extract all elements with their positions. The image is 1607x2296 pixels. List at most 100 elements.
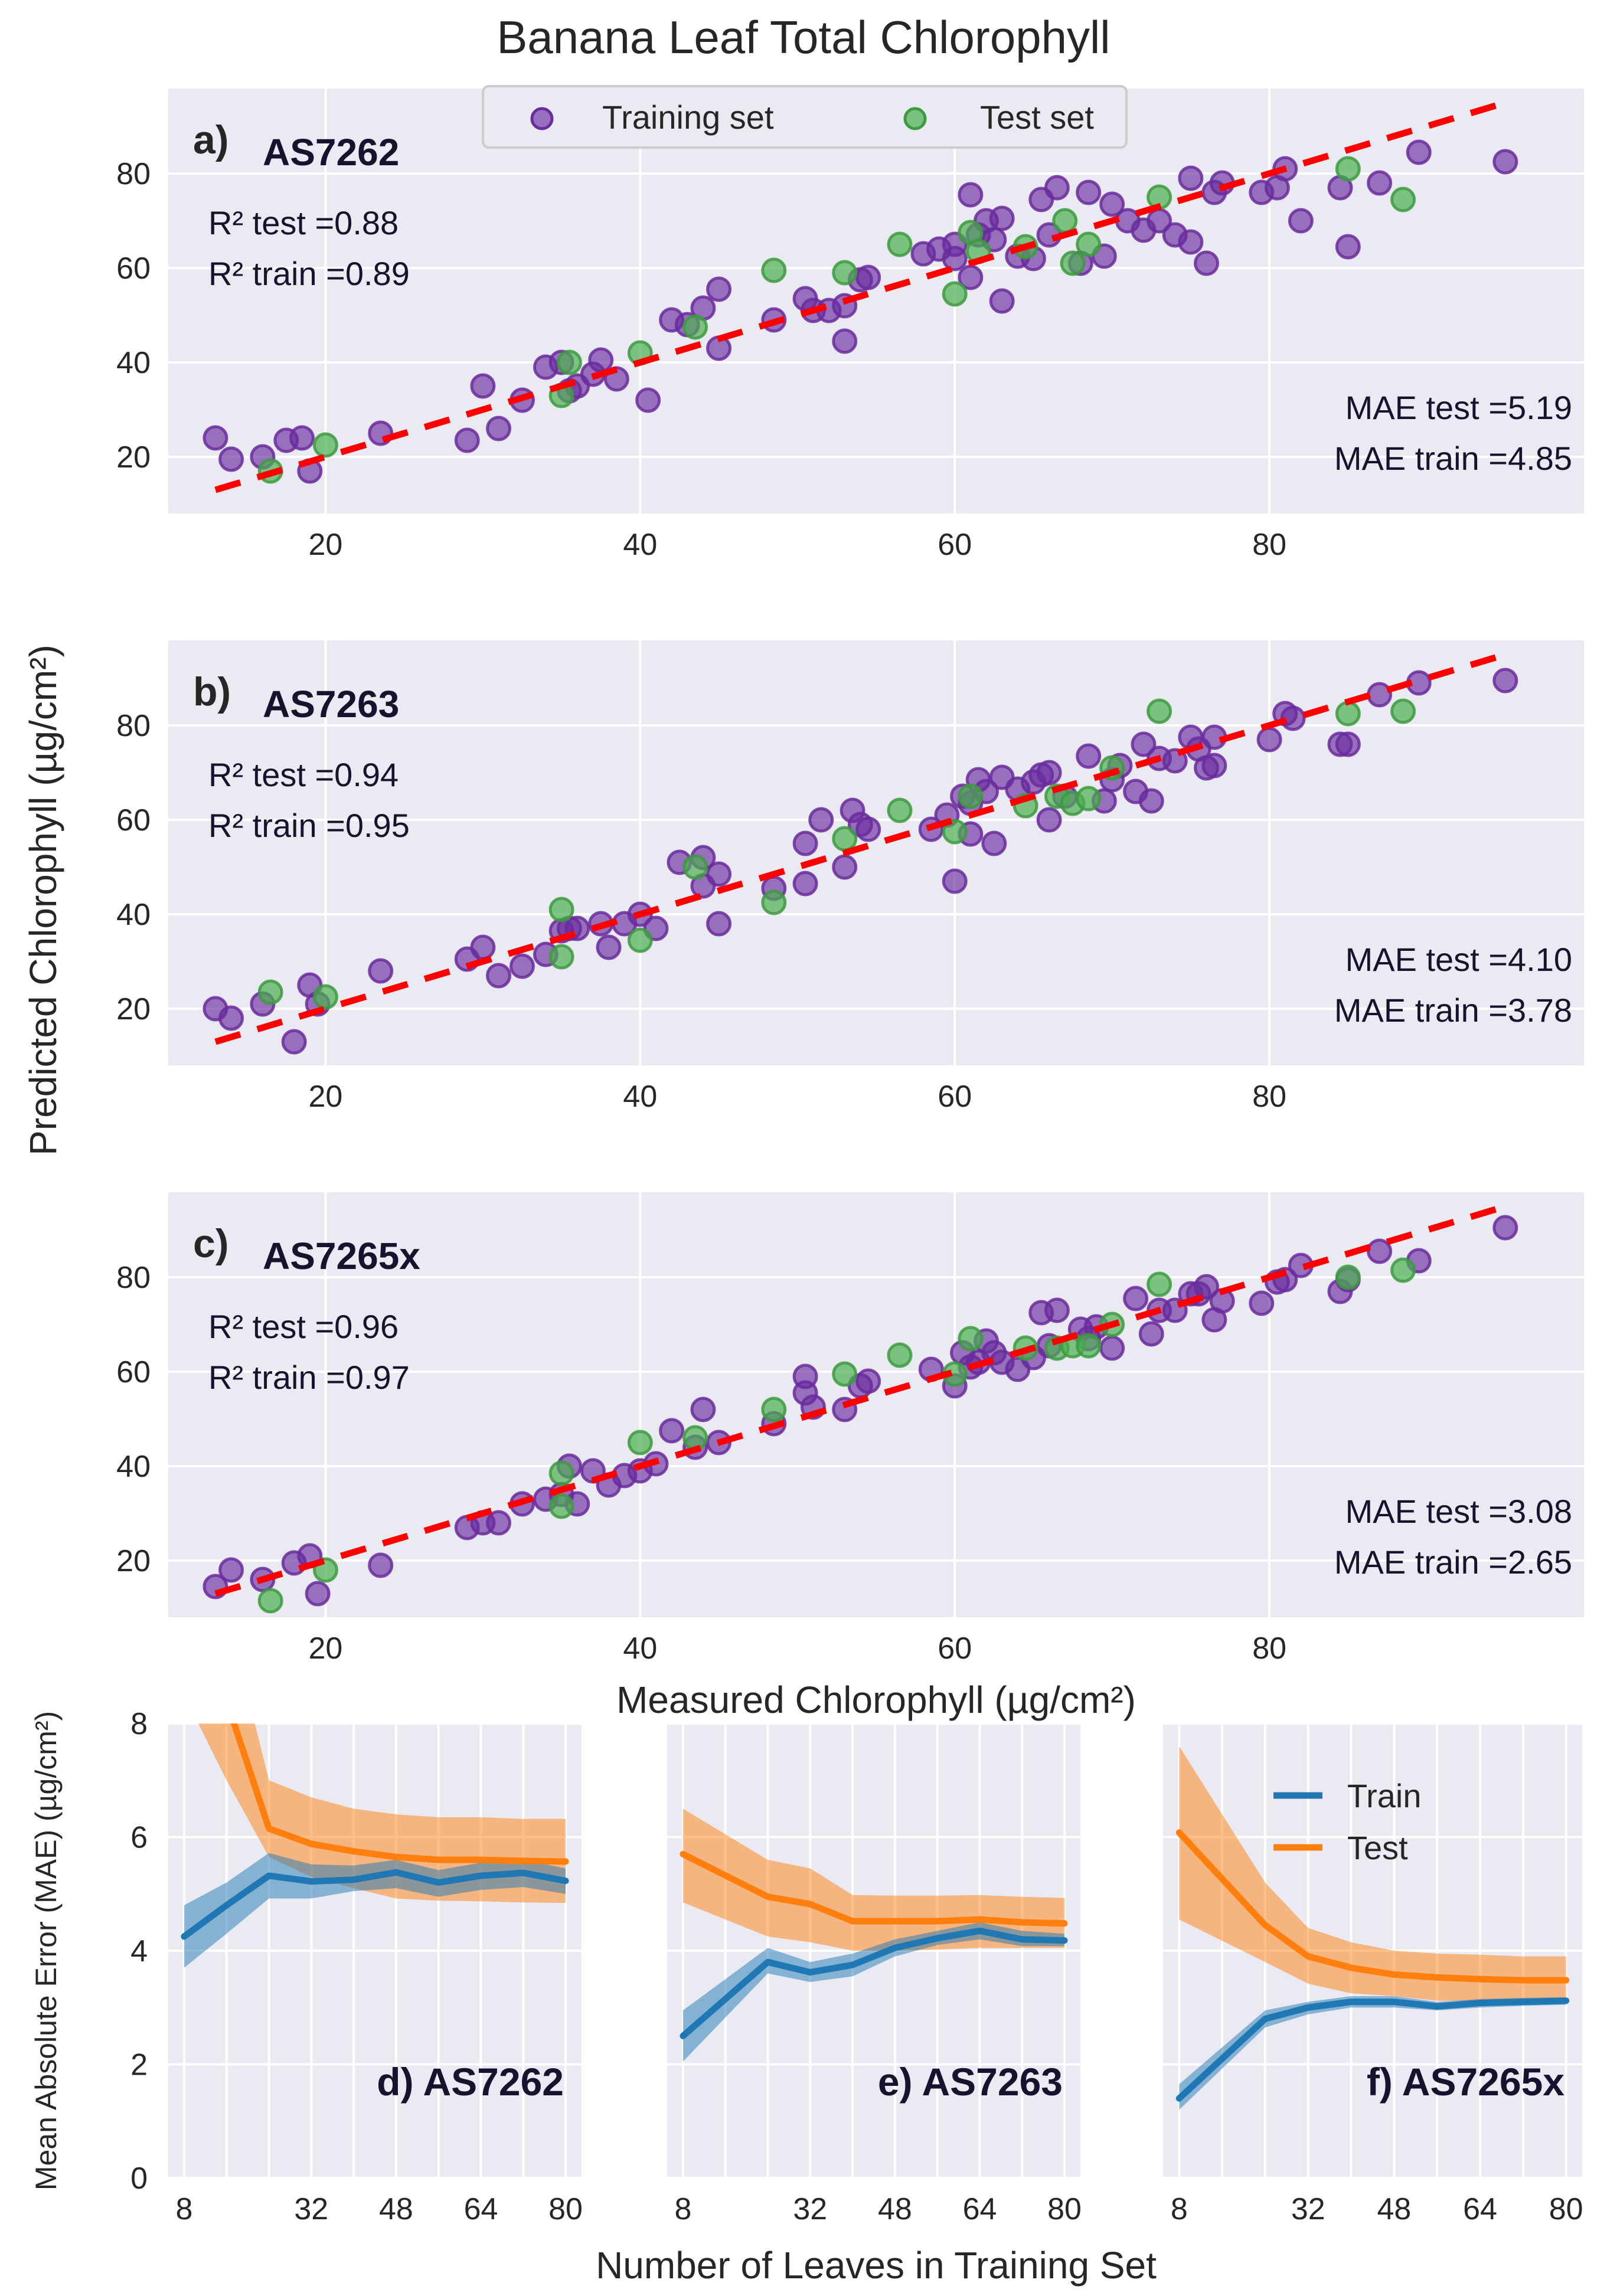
y-tick-label: 40: [116, 346, 151, 380]
fit-line: [214, 99, 1507, 493]
training-point: [1406, 139, 1432, 165]
training-point: [659, 1418, 685, 1444]
legend-train-label: Train: [1347, 1777, 1422, 1814]
y-tick-label: 40: [116, 898, 151, 932]
training-point: [305, 1581, 331, 1607]
training-point: [1131, 731, 1157, 757]
r2-test-stat: R² test =0.88: [208, 204, 399, 241]
training-point: [1201, 753, 1227, 779]
x-tick-label: 48: [379, 2192, 413, 2226]
r2-train-stat: R² train =0.89: [208, 255, 410, 292]
test-point: [1390, 1257, 1416, 1283]
training-point: [690, 1396, 716, 1422]
y-tick-label: 0: [130, 2161, 148, 2196]
x-tick-label: 20: [309, 1080, 343, 1114]
test-point: [1052, 208, 1078, 234]
test-point: [958, 1326, 984, 1352]
test-point: [1147, 698, 1172, 724]
scatter-panel-as7265x: 20 40 60 80 20 40 60 80 c) AS7265x R² test =0.96 R²…: [116, 1192, 1584, 1666]
legend-test-label: Test set: [980, 99, 1094, 136]
training-point: [1249, 1290, 1275, 1316]
figure-title: Banana Leaf Total Chlorophyll: [497, 11, 1110, 63]
test-point: [312, 432, 338, 458]
fit-line: [214, 1203, 1507, 1597]
test-point: [1076, 1333, 1102, 1359]
training-point: [486, 963, 512, 989]
sensor-label: AS7265x: [263, 1235, 420, 1277]
test-point: [887, 231, 913, 257]
x-tick-label: 32: [793, 2192, 827, 2226]
y-axis-label-scatter: Predicted Chlorophyll (µg/cm²): [22, 645, 64, 1156]
training-point: [1076, 179, 1102, 205]
x-tick-label: 64: [963, 2192, 997, 2226]
sensor-label: AS7263: [263, 683, 399, 725]
plot-area: [168, 1192, 1584, 1617]
x-tick-label: 64: [464, 2192, 498, 2226]
y-tick-label: 60: [116, 803, 151, 838]
training-point: [832, 854, 858, 880]
test-point: [1335, 156, 1361, 182]
scatter-legend: Training set Test set: [482, 85, 1128, 149]
x-tick-label: 8: [1171, 2192, 1188, 2226]
legend-box: [482, 85, 1128, 149]
test-point: [312, 984, 338, 1010]
test-point: [1076, 786, 1102, 812]
training-point: [368, 1552, 394, 1578]
training-point: [1076, 743, 1102, 769]
x-tick-label: 80: [548, 2192, 583, 2226]
y-tick-label: 80: [116, 709, 151, 743]
test-point: [832, 260, 858, 286]
legend-test-label: Test: [1347, 1829, 1408, 1866]
test-point: [548, 1460, 574, 1486]
legend-training-label: Training set: [602, 99, 774, 136]
y-tick-label: 2: [130, 2048, 148, 2082]
r2-train-stat: R² train =0.95: [208, 807, 410, 844]
training-point: [588, 347, 614, 373]
panel-sensor-label: d) AS7262: [377, 2060, 564, 2104]
training-point: [289, 425, 315, 451]
train-mae-line: [680, 1927, 1068, 2039]
y-tick-label: 6: [130, 1821, 148, 1855]
test-point: [682, 314, 708, 340]
test-confidence-band: [1179, 1746, 1566, 2001]
mae-train-stat: MAE train =4.85: [1334, 440, 1572, 477]
test-point: [887, 797, 913, 823]
training-point: [706, 276, 732, 302]
training-point: [509, 953, 535, 979]
training-point: [454, 427, 480, 453]
train-confidence-band: [682, 1922, 1065, 2062]
mae-train-stat: MAE train =2.65: [1334, 1543, 1572, 1581]
panel-sensor-label: f) AS7265x: [1367, 2060, 1564, 2104]
test-point: [556, 349, 582, 375]
curves: [1175, 1746, 1570, 2110]
y-tick-label: 20: [116, 1544, 151, 1578]
test-point: [761, 257, 787, 283]
train-confidence-band: [184, 1853, 566, 1968]
training-point: [792, 830, 818, 856]
training-point: [1138, 788, 1164, 814]
test-point: [1076, 231, 1102, 257]
mae-train-stat: MAE train =3.78: [1334, 992, 1572, 1029]
x-tick-label: 32: [1291, 2192, 1325, 2226]
test-point: [257, 979, 283, 1005]
training-point: [1492, 668, 1518, 694]
test-point: [761, 1396, 787, 1422]
x-tick-label: 60: [938, 1631, 972, 1666]
y-axis-label-mae: Mean Absolute Error (MAE) (µg/cm²): [30, 1711, 63, 2190]
x-tick-label: 8: [674, 2192, 691, 2226]
panel-sensor-label: e) AS7263: [878, 2060, 1063, 2104]
test-mae-line: [1175, 1829, 1570, 1984]
test-point: [761, 889, 787, 915]
training-point: [1492, 1215, 1518, 1241]
test-point: [958, 783, 984, 809]
training-point: [942, 246, 968, 272]
training-point: [1367, 1238, 1393, 1264]
x-tick-label: 20: [309, 528, 343, 562]
test-point: [1147, 1271, 1172, 1297]
test-point: [887, 1342, 913, 1368]
training-point: [1178, 229, 1204, 255]
legend-training-marker: [530, 107, 554, 130]
x-tick-label: 48: [878, 2192, 912, 2226]
curves: [680, 1808, 1068, 2062]
